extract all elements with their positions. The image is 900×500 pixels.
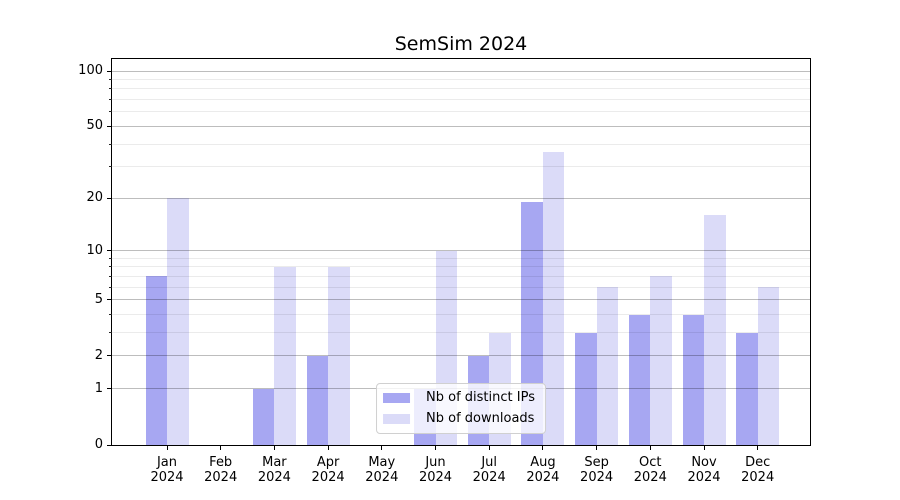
x-tick <box>488 445 490 450</box>
y-axis: 0 1 2 5 10 20 50 100 <box>78 59 810 452</box>
bar-distinct-ips <box>252 388 275 445</box>
y-tick-label: 20 <box>86 190 103 206</box>
bar-downloads <box>274 266 296 445</box>
x-tick <box>703 445 705 450</box>
y-tick-label: 1 <box>94 380 103 396</box>
y-minor-tick <box>109 78 112 80</box>
x-tick <box>166 445 168 450</box>
y-tick-label: 0 <box>94 437 103 452</box>
x-tick <box>273 445 275 450</box>
bar-downloads <box>596 287 619 445</box>
bar-downloads <box>542 152 565 445</box>
legend-swatch-downloads <box>383 414 411 424</box>
x-tick <box>542 445 544 450</box>
y-tick-label: 5 <box>94 291 103 307</box>
legend-label-distinct-ips: Nb of distinct IPs <box>426 390 535 405</box>
y-tick-label: 10 <box>86 242 103 258</box>
x-tick-label: Feb 2024 <box>204 455 238 485</box>
x-tick-label: Jan 2024 <box>150 455 184 485</box>
y-minor-tick <box>109 266 112 268</box>
bar-distinct-ips <box>306 355 329 445</box>
x-tick <box>381 445 383 450</box>
bar-distinct-ips <box>736 332 758 445</box>
x-axis: Jan 2024 Feb 2024 Mar 2024 Apr 2024 May 2024 Jun 20… <box>112 59 810 485</box>
x-tick-label: Jun 2024 <box>418 455 453 485</box>
x-tick-label: Oct 2024 <box>633 455 667 485</box>
bar-distinct-ips <box>628 314 651 445</box>
y-tick <box>107 125 112 127</box>
plot-area: 0 1 2 5 10 20 50 100 Jan 2024 Feb 2024 Mar 2024 Apr 20… <box>78 58 811 485</box>
x-tick <box>757 445 759 450</box>
y-minor-tick <box>109 88 112 90</box>
y-tick-label: 100 <box>78 63 103 78</box>
y-minor-tick <box>109 111 112 113</box>
bar-distinct-ips <box>682 314 704 445</box>
y-tick <box>107 197 112 199</box>
y-minor-tick <box>109 332 112 334</box>
x-tick-label: Aug 2024 <box>526 455 560 485</box>
y-minor-tick <box>109 314 112 316</box>
x-tick-label: Apr 2024 <box>311 455 345 485</box>
x-tick <box>435 445 436 450</box>
x-tick <box>327 445 329 450</box>
bar-distinct-ips <box>575 332 597 445</box>
x-tick <box>596 445 598 450</box>
y-tick <box>107 355 112 357</box>
bar-distinct-ips <box>145 276 167 445</box>
y-minor-tick <box>109 143 112 145</box>
y-tick <box>107 250 112 252</box>
x-tick <box>649 445 651 450</box>
x-tick-label: May 2024 <box>365 455 399 485</box>
x-tick <box>220 445 222 450</box>
y-tick-label: 50 <box>86 118 103 134</box>
legend: Nb of distinct IPs Nb of downloads <box>376 383 546 434</box>
legend-item-distinct-ips: Nb of distinct IPs <box>383 390 535 406</box>
legend-swatch-distinct-ips <box>383 393 411 403</box>
bar-downloads <box>757 287 780 445</box>
x-tick-label: Jul 2024 <box>472 455 506 485</box>
legend-label-downloads: Nb of downloads <box>426 411 535 426</box>
x-tick-label: Nov 2024 <box>687 455 721 485</box>
x-tick-label: Sep 2024 <box>580 455 614 485</box>
chart-title: SemSim 2024 <box>394 33 528 55</box>
y-tick-label: 2 <box>94 347 103 363</box>
bar-downloads <box>167 198 189 445</box>
y-minor-tick <box>109 99 112 101</box>
bar-downloads <box>704 215 726 445</box>
y-minor-tick <box>109 275 112 277</box>
bar-downloads <box>328 266 350 445</box>
y-tick <box>107 299 112 301</box>
bar-downloads <box>650 276 672 445</box>
x-tick-label: Mar 2024 <box>257 455 291 485</box>
y-tick <box>107 388 112 390</box>
y-tick <box>107 444 112 446</box>
y-minor-tick <box>109 257 112 259</box>
x-tick-label: Dec 2024 <box>741 455 775 485</box>
y-minor-tick <box>109 286 112 288</box>
y-tick <box>107 70 112 72</box>
y-minor-tick <box>109 166 112 168</box>
legend-item-downloads: Nb of downloads <box>383 411 535 427</box>
